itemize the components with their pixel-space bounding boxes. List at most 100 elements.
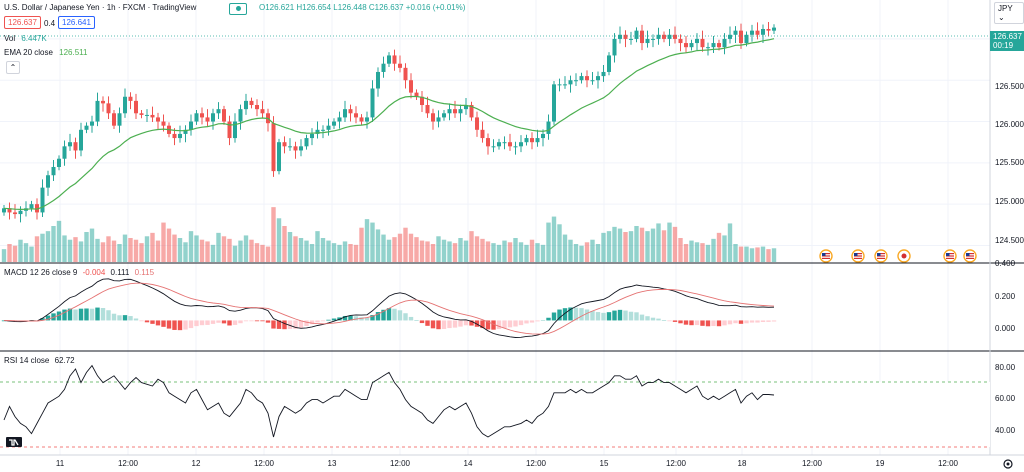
candle-body (343, 109, 347, 118)
candle-body (497, 142, 501, 147)
candle-body (645, 38, 650, 44)
event-flag-icon[interactable] (943, 249, 957, 263)
macd-hist-bar (89, 308, 95, 321)
macd-hist-bar (331, 318, 337, 321)
candle-body (128, 96, 133, 101)
volume-bar (326, 240, 331, 262)
candle-body (381, 63, 386, 72)
volume-bar (491, 243, 496, 262)
macd-hist-bar (62, 309, 67, 321)
volume-bar (133, 239, 139, 262)
candle-body (739, 30, 743, 44)
macd-hist-bar (447, 320, 452, 329)
ohlc-values: O126.621 H126.654 L126.448 C126.637 +0.0… (259, 3, 466, 12)
volume-bar (744, 246, 749, 262)
sell-price-box[interactable]: 126.637 (4, 16, 41, 29)
macd-hist-bar (166, 320, 172, 329)
economic-event-icons[interactable] (819, 249, 977, 263)
candle-body (101, 100, 105, 104)
candle-body (178, 133, 182, 139)
macd-hist-bar (243, 320, 249, 322)
collapse-legend-icon[interactable]: ⌃ (6, 61, 20, 74)
buy-price-box[interactable]: 126.641 (58, 16, 95, 29)
volume-bar (562, 234, 568, 262)
candle-body (73, 142, 78, 151)
volume-legend[interactable]: Vol 6.447K (4, 34, 47, 43)
macd-hist-bar (425, 320, 430, 326)
candle-body (673, 34, 677, 39)
settings-gear-icon[interactable] (1003, 459, 1013, 469)
candle-body (442, 113, 446, 118)
volume-bar (766, 249, 771, 262)
macd-hist-bar (95, 307, 100, 321)
time-tick: 12:00 (938, 459, 959, 468)
volume-bar (40, 233, 45, 262)
symbol-title[interactable]: U.S. Dollar / Japanese Yen · 1h · FXCM ·… (4, 3, 197, 12)
event-flag-icon[interactable] (851, 249, 865, 263)
candle-body (150, 114, 155, 118)
candle-body (431, 113, 435, 122)
macd-hist-bar (282, 320, 287, 330)
macd-hist-bar (287, 320, 293, 329)
volume-bar (760, 246, 766, 262)
volume-bar (425, 241, 430, 262)
chevron-down-icon: ⌄ (998, 13, 1005, 22)
macd-hist-bar (364, 317, 370, 321)
market-status-icon[interactable] (229, 3, 247, 15)
rsi-legend[interactable]: RSI 14 close 62.72 (4, 356, 75, 365)
event-flag-icon[interactable] (963, 249, 977, 263)
macd-hist-bar (617, 309, 623, 321)
price-axis[interactable]: 126.500 126.000 125.500 125.000 124.500 … (995, 82, 1024, 435)
candle-body (744, 34, 749, 44)
event-flag-icon[interactable] (897, 249, 911, 263)
macd-hist-bar (56, 311, 62, 321)
time-axis[interactable]: 11 12:00 12 12:00 13 12:00 14 12:00 15 12:00 18 12:… (56, 459, 959, 468)
candle-body (486, 138, 490, 147)
volume-bar (67, 239, 73, 262)
volume-bar (733, 244, 738, 262)
macd-hist-bar (386, 308, 392, 321)
candle-body (205, 117, 210, 122)
currency-selector[interactable]: JPY ⌄ (994, 2, 1024, 24)
volume-bar (243, 235, 249, 262)
tradingview-logo[interactable] (6, 437, 22, 447)
candle-body (117, 113, 122, 126)
candle-body (90, 121, 94, 126)
volume-bar (408, 233, 414, 262)
currency-label: JPY (998, 4, 1013, 13)
candle-body (189, 121, 193, 130)
macd-hist-bar (199, 320, 205, 326)
candle-body (629, 38, 633, 40)
rsi-value: 62.72 (54, 356, 75, 365)
event-flag-icon[interactable] (874, 249, 888, 263)
volume-bar (590, 239, 595, 262)
event-flag-icon[interactable] (819, 249, 833, 263)
price-tick: 126.500 (995, 82, 1024, 91)
volume-bar (331, 243, 337, 262)
volume-bar (287, 232, 293, 262)
macd-hist-bar (177, 320, 183, 331)
volume-bar (496, 244, 502, 262)
candle-body (728, 34, 732, 39)
volume-bar (78, 241, 84, 262)
candle-body (84, 125, 89, 130)
volume-bar (210, 244, 216, 262)
candle-body (695, 38, 699, 44)
macd-hist-bar (100, 308, 106, 321)
volume-bar (722, 235, 727, 262)
candle-body (469, 105, 474, 118)
candle-body (233, 121, 237, 139)
volume-bar (194, 235, 199, 262)
volume-bar (502, 240, 507, 262)
macd-legend[interactable]: MACD 12 26 close 9 -0.004 0.111 0.115 (4, 268, 154, 277)
candle-body (376, 71, 380, 89)
ema-legend[interactable]: EMA 20 close 126.511 (4, 48, 87, 57)
macd-hist-bar (606, 312, 612, 321)
volume-bar (111, 240, 117, 262)
candle-body (172, 133, 177, 139)
candle-body (161, 121, 166, 126)
candle-body (156, 117, 160, 122)
volume-bar (12, 245, 18, 262)
candle-body (57, 158, 61, 167)
